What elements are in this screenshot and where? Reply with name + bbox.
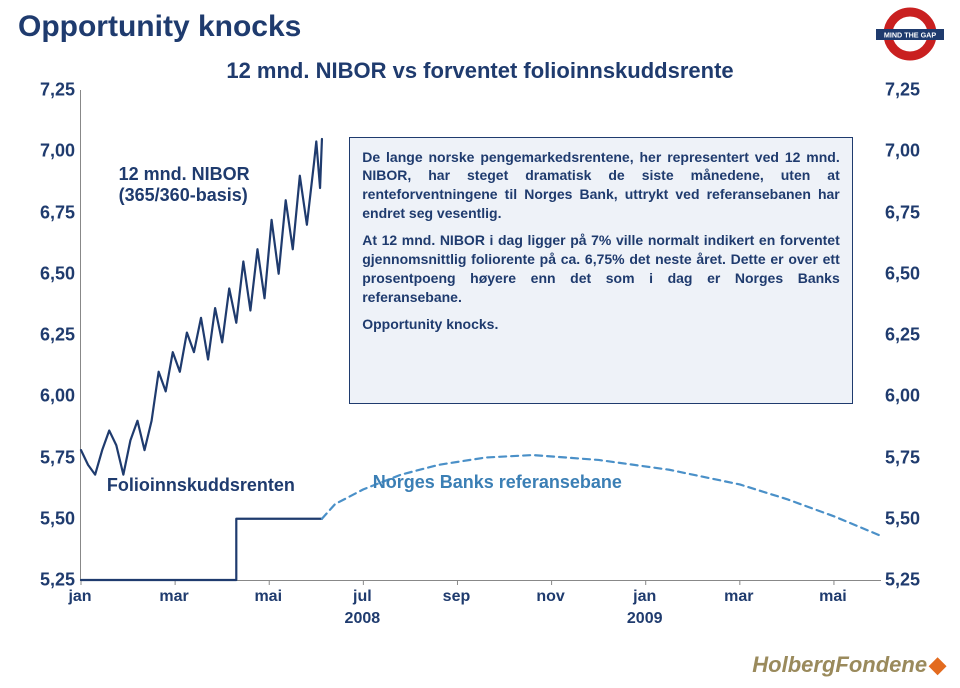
chart-subtitle: 12 mnd. NIBOR vs forventet folioinnskudd…	[0, 58, 960, 84]
y-tick-left: 5,50	[30, 508, 75, 529]
folio-series-label: Folioinnskuddsrenten	[107, 475, 295, 496]
x-year: 2008	[345, 610, 381, 628]
x-year: 2009	[627, 610, 663, 628]
nibor-series-label: 12 mnd. NIBOR(365/360-basis)	[119, 164, 250, 207]
plot-area: De lange norske pengemarkedsrentene, her…	[80, 90, 881, 581]
y-tick-right: 7,25	[885, 80, 930, 101]
x-tick: mai	[254, 588, 282, 606]
page-title: Opportunity knocks	[18, 10, 301, 44]
callout-box: De lange norske pengemarkedsrentene, her…	[349, 137, 853, 404]
y-tick-right: 6,25	[885, 325, 930, 346]
callout-p2: At 12 mnd. NIBOR i dag ligger på 7% vill…	[362, 231, 840, 307]
chart-area: De lange norske pengemarkedsrentene, her…	[30, 90, 930, 620]
svg-text:MIND THE GAP: MIND THE GAP	[884, 31, 937, 40]
x-tick: jul	[353, 588, 372, 606]
x-tick: mai	[819, 588, 847, 606]
callout-p1: De lange norske pengemarkedsrentene, her…	[362, 148, 840, 224]
y-tick-right: 5,50	[885, 508, 930, 529]
x-tick: sep	[443, 588, 471, 606]
y-tick-left: 6,25	[30, 325, 75, 346]
y-tick-left: 6,00	[30, 386, 75, 407]
y-tick-left: 6,75	[30, 202, 75, 223]
x-tick: mar	[159, 588, 188, 606]
y-tick-right: 6,50	[885, 263, 930, 284]
y-tick-right: 5,75	[885, 447, 930, 468]
y-tick-left: 5,75	[30, 447, 75, 468]
y-tick-right: 5,25	[885, 570, 930, 591]
refbane-series-label: Norges Banks referansebane	[373, 472, 622, 493]
x-tick: mar	[724, 588, 753, 606]
x-tick: nov	[536, 588, 564, 606]
holberg-logo: HolbergFondene◆	[752, 652, 946, 678]
y-tick-left: 7,25	[30, 80, 75, 101]
x-tick: jan	[633, 588, 656, 606]
y-tick-right: 6,00	[885, 386, 930, 407]
y-tick-right: 6,75	[885, 202, 930, 223]
y-tick-left: 7,00	[30, 141, 75, 162]
callout-p3: Opportunity knocks.	[362, 315, 840, 334]
y-tick-left: 6,50	[30, 263, 75, 284]
y-tick-right: 7,00	[885, 141, 930, 162]
flame-icon: ◆	[929, 652, 946, 677]
x-tick: jan	[68, 588, 91, 606]
mind-the-gap-roundel: MIND THE GAP	[874, 6, 946, 62]
